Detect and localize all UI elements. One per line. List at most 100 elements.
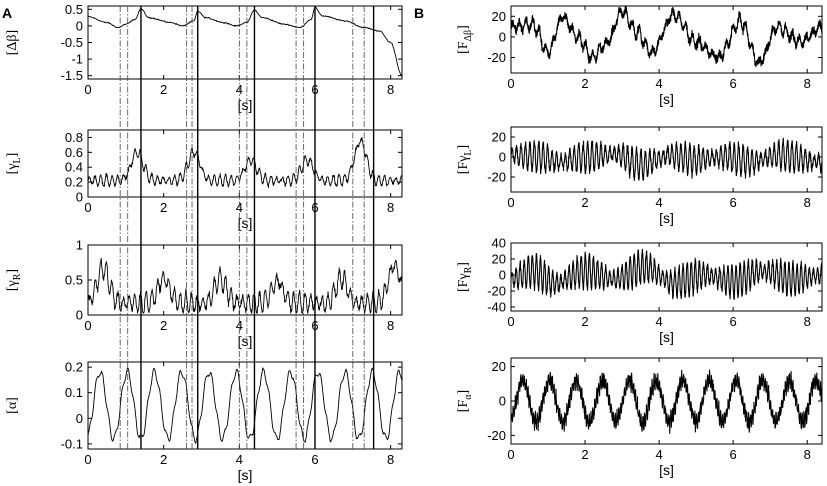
y-tick-label: 1 [76,238,83,253]
y-tick-label: 0 [499,394,506,409]
y-label-subscript: R [12,273,23,280]
x-tick-label: 6 [311,452,318,467]
panel-letter-a: A [2,5,12,21]
y-axis-label: [FΔβ] [456,25,474,54]
axes-frame [510,126,823,193]
y-tick-label: 20 [492,359,506,374]
y-tick-label: 0.1 [65,385,83,400]
x-tick-label: 0 [84,82,91,97]
y-axis-label: [γL] [5,153,23,175]
y-label-suffix: ] [5,30,20,35]
y-axis-label: [Δβ] [5,30,20,55]
x-tick-label: 6 [730,447,737,462]
x-tick-label: 4 [655,447,662,462]
x-tick-label: 0 [84,200,91,215]
y-tick-label: 0.8 [65,130,83,145]
x-tick-label: 0 [507,76,514,91]
x-axis-label: [s] [238,215,253,231]
y-label-suffix: ] [456,390,471,395]
y-label-symbol: Δβ [463,30,474,42]
y-tick-label: -20 [487,428,506,443]
y-label-prefix: [F [456,400,471,413]
y-axis-label: [Fα] [456,390,474,412]
y-label-prefix: [ [5,169,20,174]
y-tick-label: 0 [76,190,83,205]
x-tick-label: 2 [160,452,167,467]
y-label-symbol: α [5,401,20,409]
series-line [87,367,403,444]
x-tick-label: 8 [804,195,811,210]
axes-frame [87,244,403,316]
y-label-symbol: γ [456,156,471,163]
x-tick-label: 6 [730,76,737,91]
y-label-symbol: α [463,394,474,400]
y-label-prefix: [F [456,162,471,175]
subplot-a4: 0 2 4 6 80.20.10-0.1[s][α] [5,360,403,483]
x-tick-label: 8 [387,82,394,97]
y-axis-label: [FγL] [456,145,474,174]
y-tick-label: -20 [487,50,506,65]
y-label-suffix: ] [5,397,20,402]
axes-frame [510,357,823,445]
x-tick-label: 4 [655,195,662,210]
y-label-suffix: ] [5,269,20,274]
x-tick-label: 8 [387,200,394,215]
y-tick-label: 0.2 [65,360,83,375]
x-tick-label: 8 [804,76,811,91]
y-tick-label: 0.4 [65,160,83,175]
y-tick-label: -1 [71,52,83,67]
x-tick-label: 2 [160,318,167,333]
y-tick-label: -0.1 [61,436,83,451]
y-label-prefix: [F [456,41,471,54]
y-tick-label: 20 [492,252,506,267]
y-tick-label: 0.5 [65,273,83,288]
x-tick-label: 8 [387,318,394,333]
series-line [87,257,403,314]
y-tick-label: 0.5 [65,2,83,17]
y-label-symbol: γ [456,273,471,280]
x-tick-label: 8 [387,452,394,467]
y-label-prefix: [ [5,409,20,414]
x-axis-label: [s] [659,91,674,107]
x-tick-label: 0 [507,195,514,210]
y-tick-label: 0 [76,308,83,323]
y-axis-label: [α] [5,397,20,414]
x-axis-label: [s] [238,467,253,483]
y-label-prefix: [ [5,286,20,291]
y-label-suffix: ] [456,25,471,30]
y-label-subscript: R [463,266,474,273]
series-line [510,369,823,434]
x-tick-label: 2 [581,314,588,329]
axes-frame [510,5,823,74]
x-tick-label: 0 [84,318,91,333]
panel-letter-b: B [414,5,424,21]
series-line [87,136,403,189]
x-tick-label: 2 [581,447,588,462]
subplot-a3: 0246810.50[s][γR] [5,238,403,349]
x-tick-label: 2 [581,76,588,91]
x-axis-label: [s] [238,333,253,349]
y-label-suffix: ] [5,153,20,158]
x-tick-label: 0 [84,452,91,467]
y-tick-label: 0 [76,18,83,33]
y-tick-label: -20 [487,284,506,299]
series-line [510,248,823,300]
x-tick-label: 8 [804,314,811,329]
series-line [87,7,403,76]
x-axis-label: [s] [659,329,674,345]
series-line [510,137,823,181]
series-line [510,5,823,68]
y-label-symbol: γ [5,163,20,170]
y-tick-label: 0 [499,268,506,283]
axes-frame [87,361,403,450]
y-tick-label: -20 [487,170,506,185]
y-label-symbol: γ [5,280,20,287]
y-label-prefix: [F [456,279,471,292]
y-label-suffix: ] [456,262,471,267]
